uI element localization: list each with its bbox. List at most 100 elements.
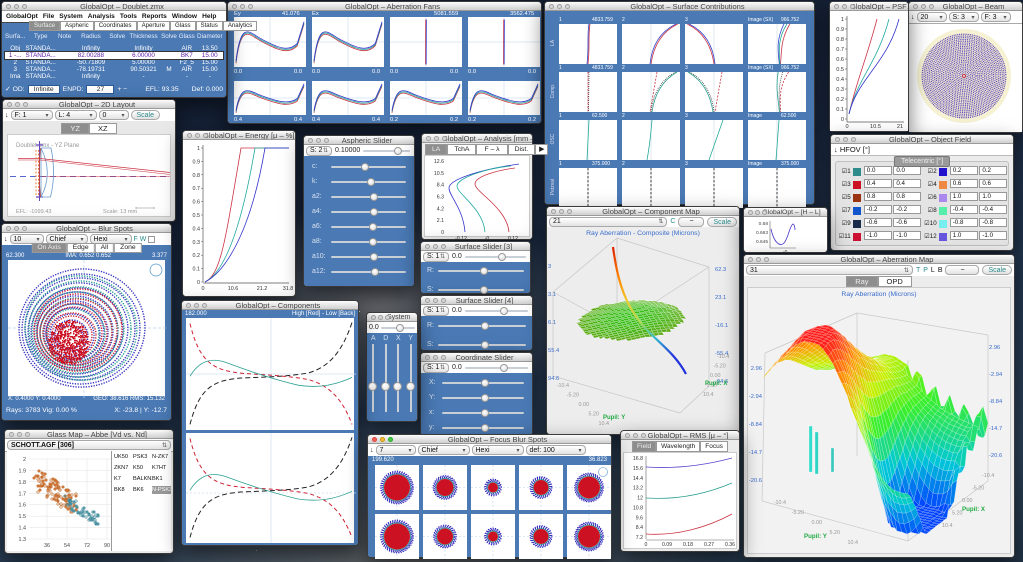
svg-text:-2.94: -2.94: [989, 372, 1003, 378]
svg-text:4.2: 4.2: [437, 206, 444, 212]
svg-text:-10.4: -10.4: [982, 473, 994, 479]
svg-text:-0: -0: [485, 236, 490, 242]
svg-text:0.00: 0.00: [962, 498, 973, 504]
svg-text:5.20: 5.20: [707, 383, 718, 389]
svg-text:0.3: 0.3: [836, 87, 844, 93]
svg-text:31.8: 31.8: [283, 286, 294, 292]
svg-text:0.00: 0.00: [812, 520, 823, 526]
svg-text:21: 21: [897, 124, 903, 130]
svg-text:Pupil: Y: Pupil: Y: [603, 415, 625, 421]
svg-text:-5.20: -5.20: [714, 364, 726, 370]
svg-text:15.6: 15.6: [633, 466, 643, 472]
svg-text:1.4: 1.4: [19, 526, 27, 532]
svg-text:0.36: 0.36: [725, 542, 735, 548]
svg-text:0.1: 0.1: [836, 107, 844, 113]
svg-text:0.18: 0.18: [683, 542, 693, 548]
svg-text:8.4: 8.4: [437, 183, 444, 189]
svg-text:7.2: 7.2: [636, 535, 643, 541]
svg-text:-10.4: -10.4: [717, 354, 729, 360]
svg-text:0.2: 0.2: [836, 97, 844, 103]
svg-text:Pupil: X: Pupil: X: [962, 506, 986, 513]
svg-text:-5.20: -5.20: [972, 486, 984, 492]
svg-text:0.27: 0.27: [704, 542, 714, 548]
svg-text:0: 0: [841, 117, 844, 123]
svg-text:1.5: 1.5: [19, 514, 27, 520]
svg-text:14.4: 14.4: [633, 476, 643, 482]
svg-text:0.2: 0.2: [193, 253, 201, 259]
svg-text:10.5: 10.5: [434, 171, 444, 177]
svg-text:0.663: 0.663: [756, 230, 768, 236]
svg-text:0: 0: [845, 124, 848, 130]
svg-text:-14.7: -14.7: [749, 450, 762, 456]
svg-text:0.9: 0.9: [836, 27, 844, 33]
svg-text:5.20: 5.20: [589, 412, 600, 418]
svg-text:1.9: 1.9: [19, 468, 27, 474]
svg-text:8.4: 8.4: [636, 525, 643, 531]
svg-text:0.1: 0.1: [193, 267, 201, 273]
svg-text:-20.6: -20.6: [989, 453, 1002, 459]
svg-text:-94.6: -94.6: [715, 379, 728, 385]
svg-text:13.2: 13.2: [633, 486, 643, 492]
svg-text:12: 12: [637, 496, 643, 502]
svg-text:3.1: 3.1: [548, 292, 556, 298]
svg-text:0: 0: [441, 230, 444, 236]
svg-text:0.9: 0.9: [193, 159, 201, 165]
svg-text:2.1: 2.1: [437, 218, 444, 224]
svg-text:Pupil: X: Pupil: X: [705, 381, 727, 387]
svg-text:10.5: 10.5: [870, 124, 881, 130]
svg-text:0.8: 0.8: [193, 173, 201, 179]
svg-text:5.20: 5.20: [952, 511, 963, 517]
svg-text:EFL: -1099.43: EFL: -1099.43: [16, 209, 51, 215]
svg-text:Scale: 13 mm: Scale: 13 mm: [103, 209, 138, 215]
svg-text:0.12: 0.12: [508, 236, 518, 242]
svg-text:1.3: 1.3: [19, 537, 27, 543]
svg-text:0.4: 0.4: [193, 226, 201, 232]
svg-text:-20.6: -20.6: [749, 478, 762, 484]
svg-text:1.7: 1.7: [19, 491, 27, 497]
svg-text:0.6: 0.6: [836, 57, 844, 63]
svg-text:-14.7: -14.7: [989, 426, 1002, 432]
svg-text:3: 3: [548, 264, 551, 270]
svg-text:-0.12: -0.12: [455, 236, 467, 242]
svg-text:10.8: 10.8: [633, 505, 643, 511]
svg-text:-5.20: -5.20: [567, 393, 579, 399]
svg-text:0: 0: [645, 542, 648, 548]
svg-text:12.6: 12.6: [434, 159, 444, 165]
svg-text:10.4: 10.4: [848, 540, 859, 546]
svg-text:0: 0: [197, 280, 200, 286]
svg-text:9.6: 9.6: [636, 515, 643, 521]
svg-text:0.8: 0.8: [836, 37, 844, 43]
svg-text:0.6: 0.6: [193, 200, 201, 206]
svg-text:1: 1: [197, 146, 200, 152]
svg-text:-8.84: -8.84: [989, 399, 1003, 405]
svg-text:0.4: 0.4: [836, 77, 844, 83]
svg-text:54: 54: [64, 543, 70, 549]
svg-text:0.3: 0.3: [193, 240, 201, 246]
svg-text:-8.84: -8.84: [749, 422, 763, 428]
svg-text:-10.4: -10.4: [774, 500, 786, 506]
svg-text:0.5: 0.5: [193, 213, 201, 219]
svg-text:Pupil: Y: Pupil: Y: [804, 533, 828, 540]
svg-text:23.1: 23.1: [715, 295, 726, 301]
svg-text:10.6: 10.6: [228, 286, 239, 292]
svg-text:-10.4: -10.4: [557, 383, 569, 389]
svg-text:0.68: 0.68: [759, 221, 769, 227]
svg-text:72: 72: [84, 543, 90, 549]
svg-text:-55.4: -55.4: [715, 351, 729, 357]
svg-text:1: 1: [841, 17, 844, 23]
svg-text:21.2: 21.2: [257, 286, 268, 292]
svg-text:6.1: 6.1: [548, 320, 556, 326]
svg-text:55.4: 55.4: [548, 348, 560, 354]
svg-text:16.8: 16.8: [633, 456, 643, 462]
svg-text:2: 2: [23, 457, 26, 463]
svg-text:-2.94: -2.94: [749, 394, 763, 400]
svg-text:36: 36: [44, 543, 50, 549]
svg-text:94.6: 94.6: [548, 376, 559, 382]
svg-text:-5.20: -5.20: [792, 510, 804, 516]
svg-text:0.645: 0.645: [756, 239, 768, 245]
svg-text:5.20: 5.20: [830, 530, 841, 536]
svg-text:0.7: 0.7: [836, 47, 844, 53]
svg-text:0.00: 0.00: [579, 402, 590, 408]
svg-text:62.3: 62.3: [715, 267, 726, 273]
svg-text:Doublet.zmx - YZ Plane: Doublet.zmx - YZ Plane: [16, 143, 80, 149]
